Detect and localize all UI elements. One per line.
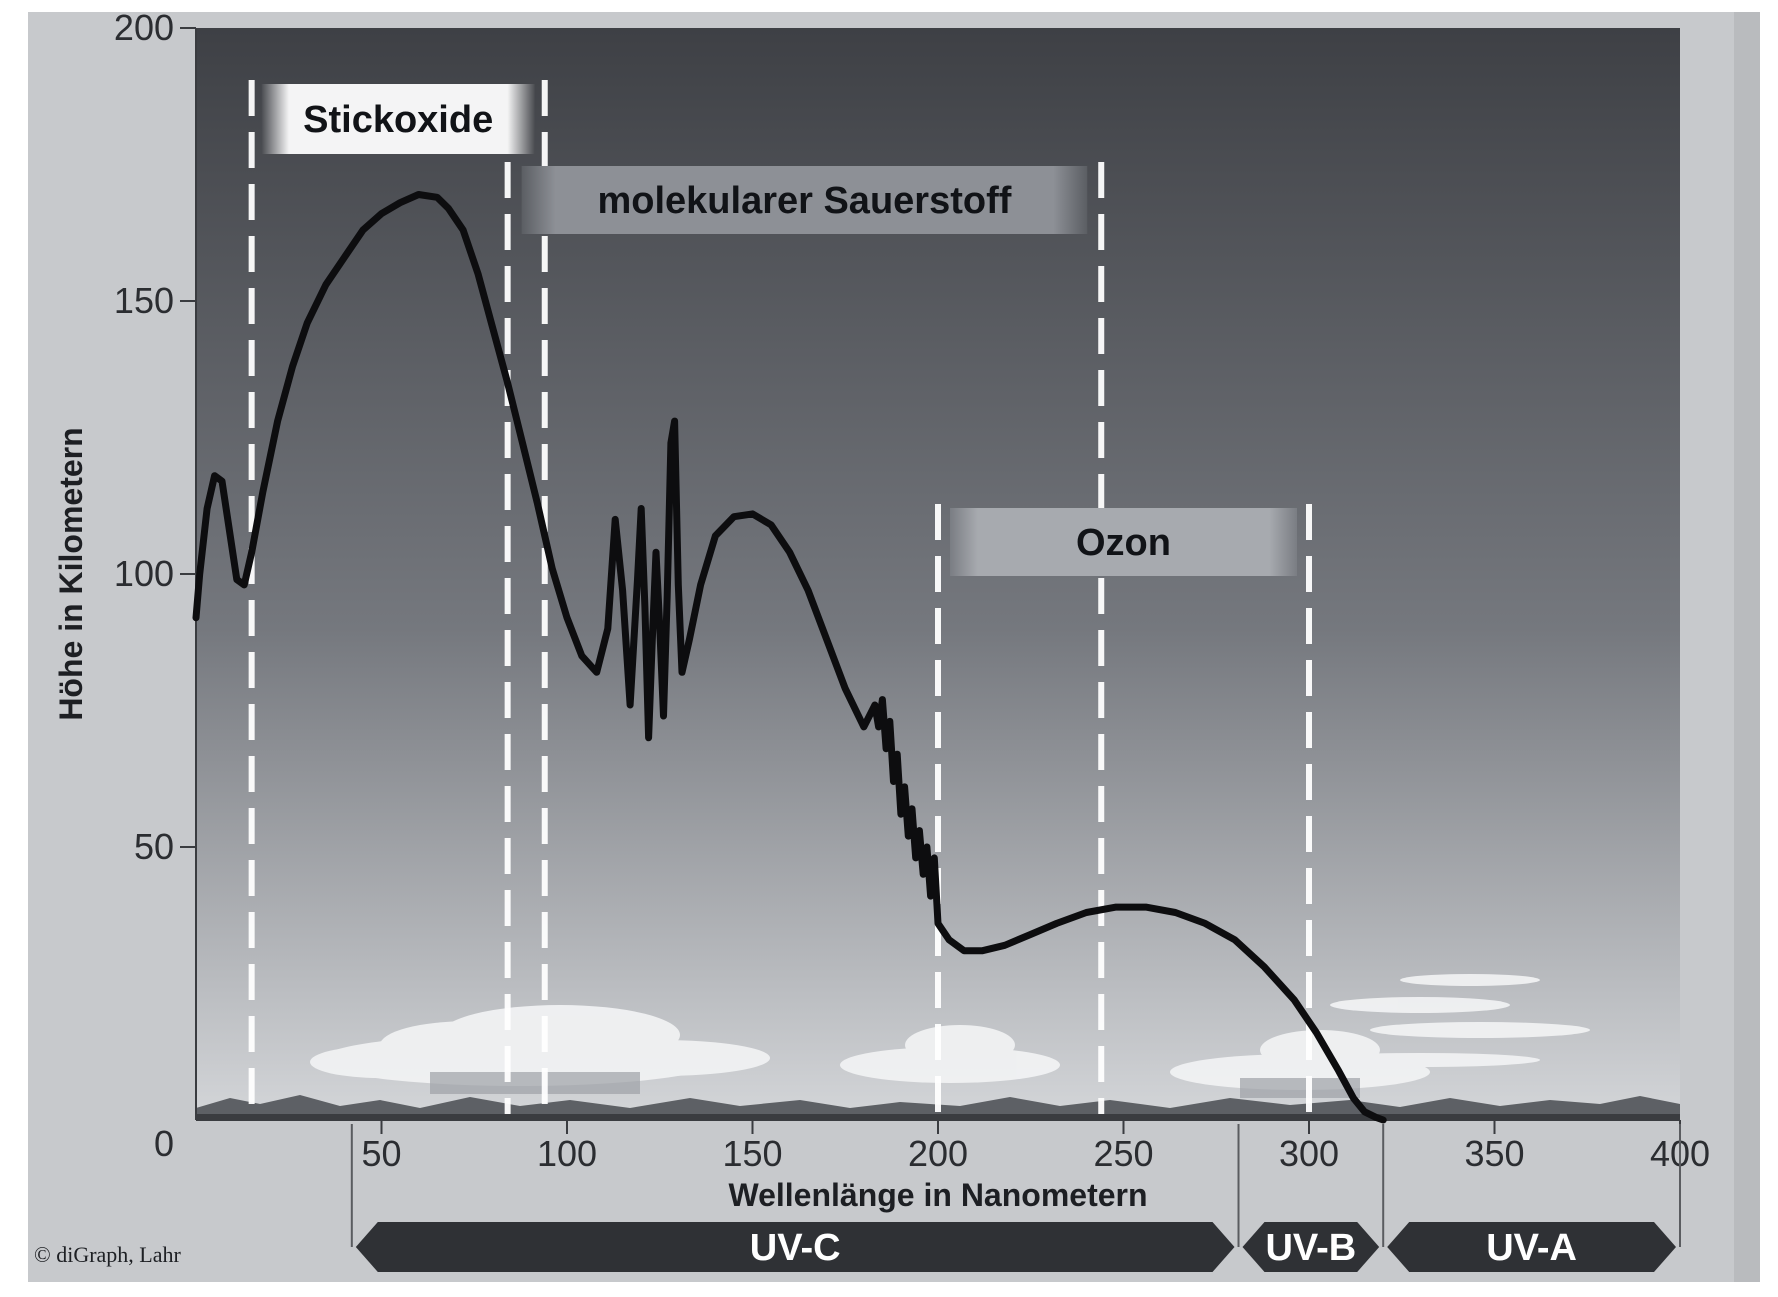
uv-band-shape (1387, 1222, 1676, 1272)
y-tick-label: 100 (114, 553, 174, 594)
credit-text: © diGraph, Lahr (34, 1242, 182, 1267)
uv-band-shape (1242, 1222, 1380, 1272)
y-tick-label: 200 (114, 7, 174, 48)
y-tick-label: 0 (154, 1123, 174, 1164)
x-tick-label: 100 (537, 1133, 597, 1174)
region-label-box (521, 166, 1088, 234)
y-tick-label: 150 (114, 280, 174, 321)
x-tick-label: 300 (1279, 1133, 1339, 1174)
x-tick-label: 200 (908, 1133, 968, 1174)
region-labels: Stickoxide molekularer Sauerstoff Ozon (261, 84, 1297, 576)
series-line-absorption-height (192, 191, 1387, 1124)
region-label-box (261, 84, 535, 154)
clouds (310, 974, 1590, 1090)
region-label: molekularer Sauerstoff (597, 180, 1011, 222)
y-ticks: 0 50 100 150 200 (114, 7, 196, 1164)
y-tick-label: 50 (134, 826, 174, 867)
rain-shadow (430, 1072, 1360, 1098)
y-axis-title: Höhe in Kilometern (53, 427, 89, 720)
x-tick-label: 350 (1464, 1133, 1524, 1174)
x-tick-label: 250 (1093, 1133, 1153, 1174)
uv-bands: UV-C UV-B UV-A (350, 1124, 1681, 1272)
outer-frame-edge (1734, 12, 1760, 1282)
x-tick-label: 150 (722, 1133, 782, 1174)
x-tick-label: 50 (361, 1133, 401, 1174)
uv-band-label: UV-B (1265, 1227, 1356, 1269)
region-label-box (950, 508, 1297, 576)
x-ticks: 50 100 150 200 250 300 350 400 (361, 1120, 1710, 1174)
x-axis-title: Wellenlänge in Nanometern (728, 1177, 1147, 1213)
uv-band-shape (355, 1222, 1235, 1272)
uv-band-label: UV-A (1486, 1227, 1577, 1269)
region-label: Stickoxide (303, 99, 493, 141)
ground-line (196, 1114, 1680, 1120)
region-label: Ozon (1076, 522, 1171, 564)
region-boundaries (248, 80, 1312, 1114)
uv-band-label: UV-C (750, 1227, 841, 1269)
